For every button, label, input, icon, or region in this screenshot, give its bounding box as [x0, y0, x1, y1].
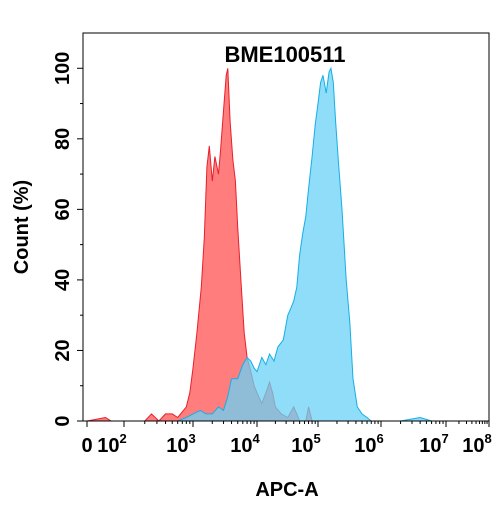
y-axis: 0 20 40 60 80 100 [52, 52, 83, 427]
y-axis-label: Count (%) [11, 180, 33, 274]
x-tick-label: 104 [230, 431, 260, 457]
x-tick-label: 107 [419, 431, 448, 457]
y-tick-label: 80 [52, 128, 74, 150]
y-tick-label: 100 [52, 52, 74, 85]
x-tick-label: 106 [354, 431, 383, 457]
y-tick-label: 20 [52, 339, 74, 361]
series-layer [86, 66, 432, 422]
x-tick-label: 0 [81, 435, 92, 457]
x-tick-label: 108 [462, 431, 491, 457]
y-tick-label: 0 [52, 415, 74, 426]
x-tick-label: 102 [97, 431, 126, 457]
histogram-series-2 [165, 66, 432, 422]
x-tick-label: 103 [166, 431, 195, 457]
x-axis: 0 102 103 104 105 106 107 108 [81, 421, 492, 457]
x-axis-label: APC-A [255, 479, 318, 501]
y-tick-label: 60 [52, 198, 74, 220]
chart-title: BME100511 [224, 42, 345, 67]
x-tick-label: 105 [291, 431, 320, 457]
y-tick-label: 40 [52, 269, 74, 291]
